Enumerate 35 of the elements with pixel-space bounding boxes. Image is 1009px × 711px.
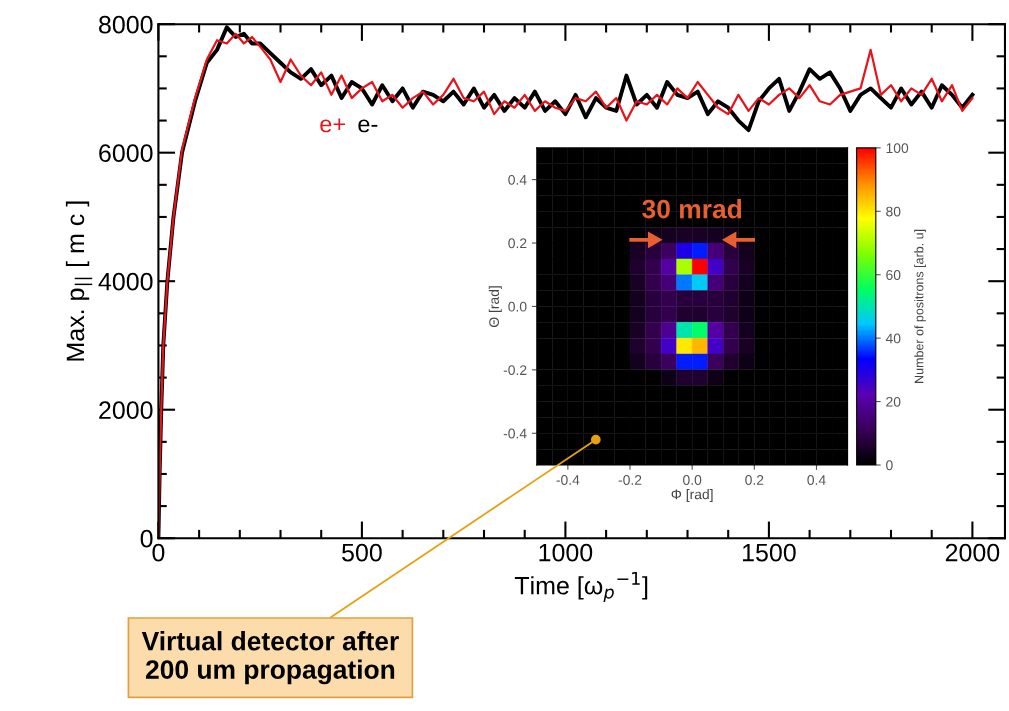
color-bar-label: 60 — [886, 270, 901, 280]
y-tick-label: 4000 — [98, 272, 153, 291]
y-axis-title: Θ [rad] — [488, 286, 502, 328]
color-bar-title: Number of positrons [arb. u] — [914, 229, 926, 383]
y-tick-label: 0.4 — [508, 174, 527, 185]
x-tick-label: 1000 — [539, 543, 593, 562]
color-bar-label: 40 — [885, 333, 901, 344]
x-tick-label: 500 — [342, 543, 382, 562]
series-label: e+ — [320, 118, 346, 133]
y-tick-label: 0.2 — [508, 238, 527, 249]
series-label: e- — [358, 119, 378, 133]
color-bar-label: 100 — [886, 143, 909, 154]
y-tick-label: 0.0 — [508, 301, 527, 312]
color-bar-label: 20 — [886, 396, 901, 407]
x-axis-title: Φ [rad] — [671, 489, 713, 502]
x-tick-label: 0.2 — [745, 475, 764, 485]
y-axis-title: Max. p$_{||}$ [ m c ] — [65, 201, 93, 361]
y-tick-label: 8000 — [99, 15, 153, 34]
x-tick-label: -0.2 — [618, 475, 642, 485]
x-tick-label: 0.4 — [807, 475, 826, 485]
y-tick-label: 6000 — [99, 144, 153, 162]
text: Virtual detector after 200 um propagation — [141, 631, 399, 685]
x-tick-label: 0.0 — [683, 475, 702, 485]
color-bar-label: 80 — [886, 206, 901, 217]
y-tick-label: -0.4 — [503, 428, 527, 439]
x-tick-label: 0 — [152, 543, 165, 562]
x-tick-label: -0.4 — [556, 475, 580, 485]
y-tick-label: 2000 — [99, 401, 153, 420]
color-bar-label: 0 — [886, 460, 893, 471]
y-tick-label: -0.2 — [503, 365, 527, 376]
x-axis-title: Time [ω$_{p}$$^{−1}$] — [514, 571, 648, 603]
annotation: 30 mrad — [642, 199, 742, 219]
x-tick-label: 1500 — [743, 543, 796, 562]
y-tick-label: 0 — [140, 529, 153, 548]
x-tick-label: 2000 — [945, 543, 1000, 562]
